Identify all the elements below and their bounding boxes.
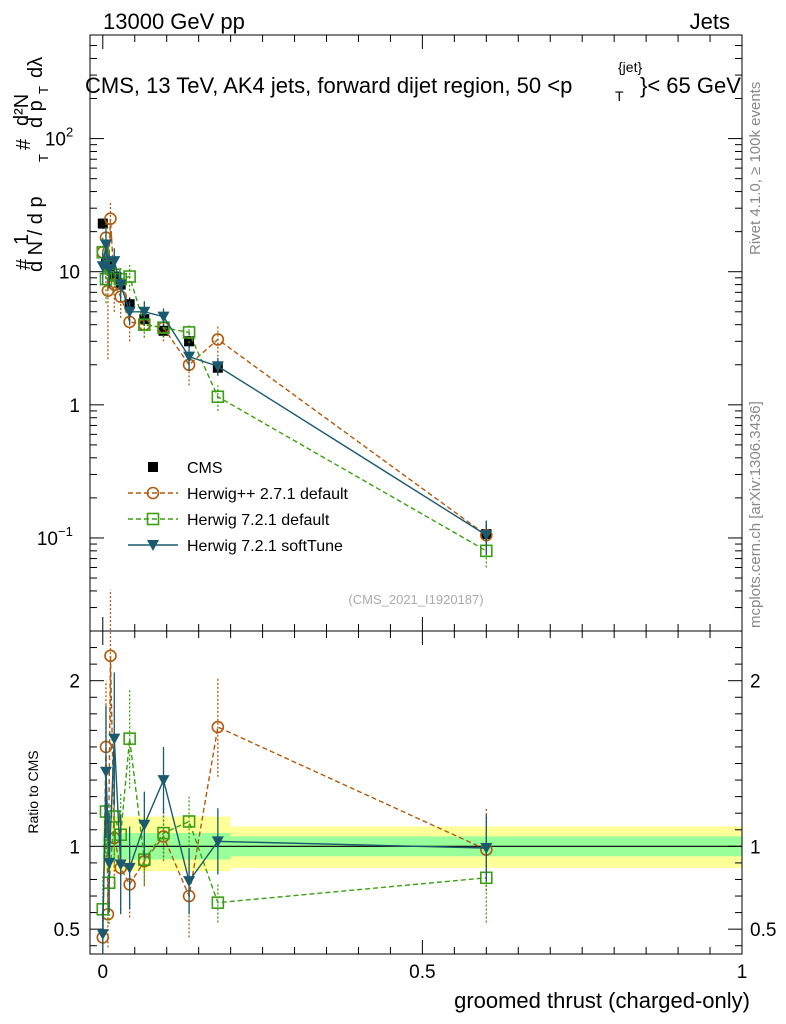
y-tick-exponent: 2 [66, 125, 73, 140]
y-tick-exponent: −1 [58, 524, 73, 539]
data-point [123, 732, 136, 745]
legend-label: Herwig++ 2.7.1 default [187, 486, 349, 503]
series-herwig-7-2-1-softtune [96, 228, 493, 555]
data-point [183, 351, 196, 363]
y-tick-label: 10 [59, 263, 80, 284]
ratio-ticks: 0.5 0.51 12 20 0.5 1 [54, 631, 776, 983]
category-label: Jets [690, 9, 730, 34]
legend-marker [146, 486, 160, 500]
ylabel-sub2: T [36, 86, 51, 94]
ratio-y-tick-label-right: 1 [750, 837, 761, 858]
ratio-y-tick-label: 1 [69, 837, 80, 858]
data-point [211, 361, 224, 373]
title-end: }< 65 GeV [640, 73, 741, 98]
data-point [104, 649, 117, 663]
data-point [99, 766, 112, 778]
legend-marker [148, 462, 158, 472]
ratio-frame [89, 630, 743, 955]
data-point [157, 826, 170, 840]
series-line [102, 252, 487, 552]
ylabel-den1: d N / d p [25, 196, 47, 272]
data-point [114, 279, 127, 291]
data-point [211, 720, 225, 734]
mcplots-label: mcplots.cern.ch [arXiv:1306.3436] [747, 401, 764, 628]
data-point [182, 326, 196, 339]
ylabel-num1: 1 [11, 234, 33, 245]
y-tick-label: 10 [37, 529, 58, 550]
legend-entry: Herwig++ 2.7.1 default [128, 486, 349, 503]
legend: CMS Herwig++ 2.7.1 default Herwig 7.2.1 de… [128, 460, 349, 555]
data-point [183, 876, 196, 888]
y-tick-label: 10 [45, 130, 66, 151]
data-point [480, 530, 493, 542]
series-herwig-7-2-1-default [96, 688, 493, 943]
main-series [96, 202, 493, 568]
data-point [103, 263, 116, 275]
data-point [138, 306, 151, 318]
energy-label: 13000 GeV pp [103, 9, 245, 34]
rivet-version-label: Rivet 4.1.0, ≥ 100k events [747, 82, 764, 255]
title-sub: T [615, 88, 624, 104]
x-tick-label: 1 [737, 962, 748, 983]
x-tick-label: 0 [97, 962, 108, 983]
ylabel-lambda: dλ [25, 57, 47, 78]
ratio-y-tick-label: 0.5 [54, 920, 80, 941]
y-tick-label: 1 [69, 396, 80, 417]
ylabel-num2: d²N [11, 94, 33, 126]
data-point [96, 929, 109, 941]
data-point [108, 733, 121, 745]
ylabel-den2: d p [25, 100, 47, 128]
data-point [211, 836, 224, 848]
data-point [114, 859, 127, 871]
ratio-y-tick-label-right: 0.5 [750, 920, 776, 941]
ylabel-hash-1: # [13, 258, 35, 270]
data-point [99, 272, 113, 286]
data-point [97, 218, 108, 229]
series-herwig-2-7-1-default [96, 589, 493, 954]
data-point [99, 239, 112, 251]
legend-entry: CMS [148, 460, 223, 477]
analysis-id-label: (CMS_2021_I1920187) [348, 592, 483, 607]
legend-entry: Herwig 7.2.1 softTune [128, 538, 343, 555]
ratio-panel: 0.5 0.51 12 20 0.5 1 Ratio to CMS groomed thr… [25, 589, 776, 1013]
data-point [123, 306, 136, 318]
ratio-y-tick-label: 2 [69, 672, 80, 693]
x-tick-label: 0.5 [409, 962, 435, 983]
title-main: CMS, 13 TeV, AK4 jets, forward dijet reg… [85, 73, 572, 98]
data-point [182, 815, 196, 828]
data-point [157, 775, 170, 787]
data-point [103, 857, 116, 869]
data-point [211, 390, 225, 404]
legend-label: Herwig 7.2.1 default [187, 512, 330, 529]
legend-marker [146, 512, 160, 526]
title-sup: {jet} [618, 59, 642, 75]
plot-title: CMS, 13 TeV, AK4 jets, forward dijet reg… [85, 59, 741, 104]
legend-label: CMS [187, 460, 223, 477]
legend-label: Herwig 7.2.1 softTune [187, 538, 343, 555]
main-y-axis-label: # 1 d N / d p T # d²N d p T dλ [11, 57, 51, 272]
data-point [138, 819, 151, 831]
ylabel-sub1: T [36, 154, 51, 162]
data-point [480, 842, 493, 854]
data-point [104, 212, 117, 226]
ratio-series [96, 589, 493, 954]
data-point [157, 311, 170, 323]
ratio-y-axis-label: Ratio to CMS [25, 750, 41, 833]
data-point [158, 325, 169, 336]
legend-marker [147, 540, 159, 551]
ylabel-hash-2: # [13, 138, 35, 150]
x-axis-label: groomed thrust (charged-only) [454, 988, 750, 1013]
data-point [123, 270, 136, 283]
data-point [108, 256, 121, 268]
data-point [211, 896, 225, 909]
legend-entry: Herwig 7.2.1 default [128, 512, 330, 529]
data-point [211, 333, 225, 346]
data-point [123, 862, 136, 874]
ratio-y-tick-label-right: 2 [750, 672, 761, 693]
series-herwig-7-2-1-softtune [96, 672, 493, 954]
